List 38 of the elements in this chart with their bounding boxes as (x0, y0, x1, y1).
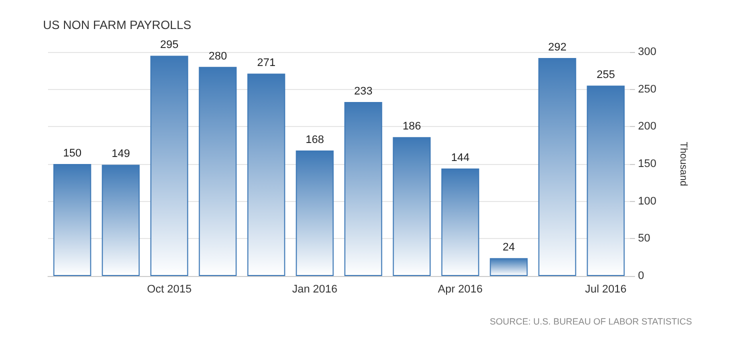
bar (296, 150, 334, 276)
data-label: 150 (63, 148, 82, 160)
bar (586, 86, 625, 276)
data-label: 149 (112, 148, 130, 160)
x-tick-label: Jan 2016 (292, 284, 338, 296)
data-label: 295 (160, 39, 178, 52)
x-tick-label: Oct 2015 (146, 284, 192, 296)
bar (53, 164, 92, 276)
bar (344, 102, 382, 276)
data-label: 233 (354, 86, 372, 98)
y-axis-title: Thousand (678, 142, 688, 186)
y-tick-label: 50 (638, 232, 650, 245)
bar (150, 56, 188, 276)
y-tick-label: 150 (638, 158, 656, 170)
y-tick-label: 250 (638, 83, 656, 96)
data-label: 24 (502, 242, 515, 254)
x-tick-label: Apr 2016 (438, 284, 483, 296)
bar (392, 137, 431, 276)
data-label: 255 (596, 69, 615, 82)
source-note: SOURCE: U.S. BUREAU OF LABOR STATISTICS (490, 316, 692, 326)
bar (198, 66, 237, 276)
y-tick-label: 300 (638, 46, 656, 58)
data-label: 168 (306, 134, 324, 146)
data-label: 292 (548, 41, 566, 54)
data-label: 144 (451, 152, 470, 164)
data-label: 186 (402, 120, 421, 133)
y-tick-label: 0 (638, 270, 644, 282)
y-tick-label: 100 (638, 195, 656, 208)
bar (247, 74, 286, 276)
y-tick-label: 200 (638, 120, 656, 133)
chart-title: US NON FARM PAYROLLS (43, 18, 192, 32)
x-tick-label: Jul 2016 (584, 284, 627, 296)
bar (538, 58, 576, 276)
bar (102, 164, 140, 276)
bar (490, 258, 528, 276)
data-label: 280 (208, 50, 227, 62)
data-label: 271 (257, 57, 276, 70)
bar (441, 168, 480, 276)
